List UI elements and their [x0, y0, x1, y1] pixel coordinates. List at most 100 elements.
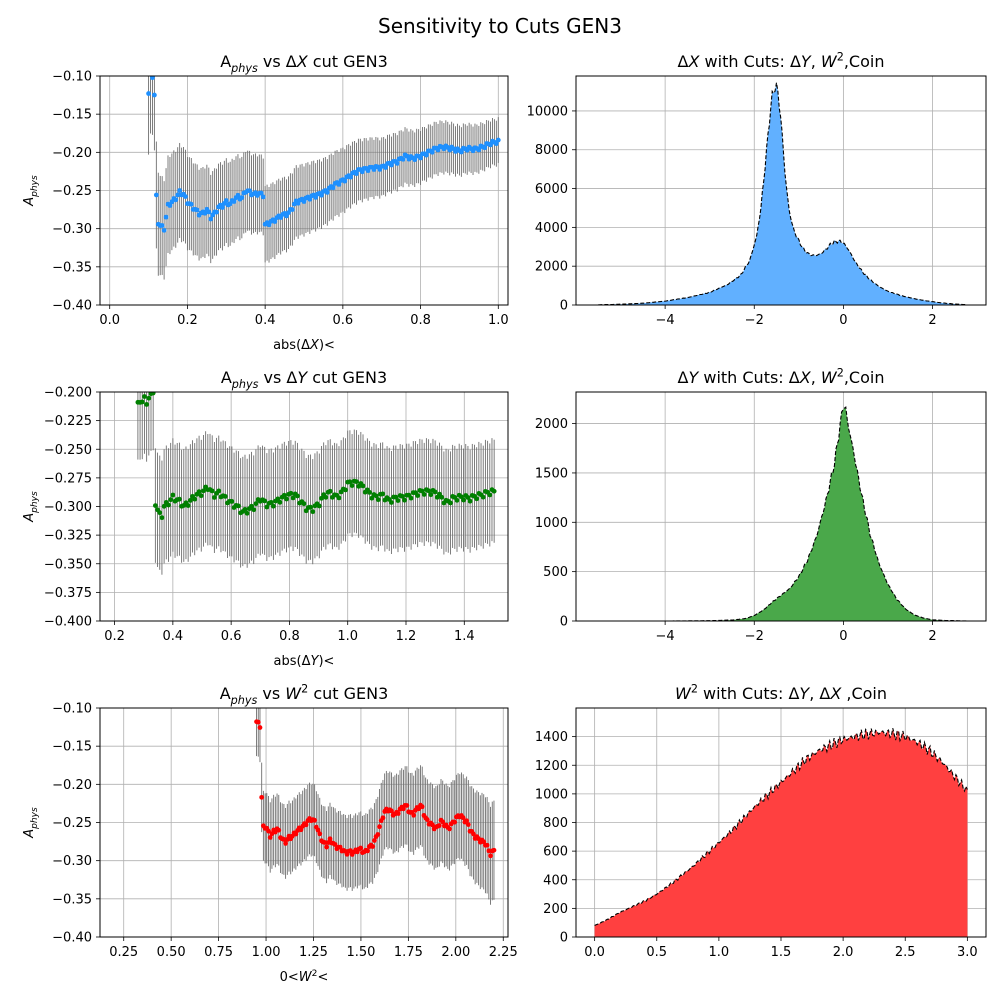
- x-tick-label: −2: [745, 313, 764, 328]
- data-point: [461, 497, 466, 503]
- y-tick-label: 600: [543, 845, 568, 860]
- plot-area: [254, 708, 497, 905]
- y-tick-label: 0: [560, 299, 568, 314]
- x-axis-label: abs(ΔY)<: [274, 654, 335, 669]
- data-point: [480, 494, 486, 500]
- x-tick-label: 0: [839, 629, 847, 644]
- data-point: [170, 492, 176, 498]
- data-point: [236, 503, 241, 509]
- data-point: [257, 725, 263, 730]
- chart-f: 0.0 0.5 1.0 1.5 2.0 2.5 3.0 0 200 400 600 800 1000 12…: [535, 683, 987, 960]
- data-point: [187, 497, 193, 503]
- y-tick-label: −0.15: [52, 740, 92, 755]
- y-tick-label: 800: [543, 816, 568, 831]
- x-tick-label: 1.5: [771, 945, 792, 960]
- data-point: [308, 504, 313, 510]
- data-point: [159, 223, 165, 228]
- data-point: [293, 831, 299, 837]
- data-point: [411, 812, 417, 818]
- data-point: [436, 823, 442, 828]
- data-point: [272, 219, 278, 224]
- data-point: [421, 492, 427, 497]
- y-tick-label: −0.300: [44, 500, 92, 515]
- data-point: [412, 157, 418, 163]
- data-point: [324, 844, 329, 850]
- y-tick-label: 500: [543, 565, 568, 580]
- chart-title: Aphys vs ΔX cut GEN3: [220, 52, 388, 75]
- data-point: [152, 503, 158, 509]
- chart-title: ΔY with Cuts: ΔX, W2,Coin: [678, 367, 885, 387]
- data-point: [426, 488, 431, 494]
- data-point: [258, 190, 264, 196]
- data-point: [168, 497, 174, 503]
- data-point: [465, 822, 471, 827]
- data-point: [408, 495, 414, 501]
- chart-d: −4 −2 0 2 0 500 1000 1500 2000 ΔY with Cuts: ΔX, …: [535, 367, 987, 644]
- data-point: [402, 497, 407, 503]
- data-point: [271, 503, 276, 509]
- x-tick-label: 0.4: [255, 313, 276, 328]
- data-point: [389, 808, 394, 814]
- data-point: [435, 147, 441, 153]
- data-point: [284, 496, 289, 502]
- data-point: [373, 493, 379, 499]
- data-point: [161, 227, 167, 233]
- data-point: [159, 515, 165, 521]
- x-tick-label: 0.75: [204, 945, 233, 960]
- data-point: [281, 492, 287, 498]
- data-point: [428, 492, 434, 498]
- y-axis-label-text: Aphys: [22, 807, 40, 839]
- y-axis-label-text: Aphys: [22, 175, 40, 207]
- data-point: [239, 195, 245, 201]
- data-point: [418, 155, 423, 161]
- data-point: [342, 178, 348, 184]
- data-point: [196, 489, 202, 495]
- data-point: [214, 209, 219, 215]
- data-point: [153, 192, 159, 198]
- y-tick-label: −0.400: [44, 615, 92, 630]
- chart-title: W2 with Cuts: ΔY, ΔX ,Coin: [675, 683, 887, 703]
- data-point: [424, 817, 430, 823]
- y-tick-label: 6000: [535, 182, 568, 197]
- x-tick-label: 0.5: [646, 945, 667, 960]
- data-point: [312, 817, 318, 823]
- x-tick-label: 2: [928, 629, 936, 644]
- axes-frame: [99, 391, 509, 622]
- data-point: [354, 171, 359, 177]
- data-point: [194, 207, 200, 213]
- data-point: [467, 498, 473, 504]
- data-point: [231, 199, 237, 204]
- data-point: [491, 847, 497, 853]
- data-point: [276, 827, 282, 833]
- data-point: [289, 207, 295, 212]
- x-tick-label: 1.25: [299, 945, 328, 960]
- y-axis-label: Aphys: [22, 491, 40, 523]
- x-tick-label: 1.2: [396, 629, 417, 644]
- data-point: [375, 832, 381, 837]
- data-point: [370, 844, 376, 849]
- x-tick-label: 0.0: [99, 313, 120, 328]
- x-tick-label: 0.6: [333, 313, 354, 328]
- y-tick-label: 200: [543, 902, 568, 917]
- data-point: [323, 494, 329, 500]
- y-tick-label: −0.275: [44, 471, 92, 486]
- plot-area: [146, 76, 501, 280]
- data-point: [242, 506, 248, 512]
- data-point: [488, 853, 493, 859]
- data-point: [375, 497, 381, 503]
- data-point: [419, 804, 425, 810]
- data-point: [337, 844, 343, 850]
- data-point: [347, 479, 353, 485]
- data-point: [399, 493, 405, 499]
- data-point: [268, 499, 274, 505]
- data-point: [167, 203, 173, 208]
- data-point: [395, 811, 401, 816]
- data-point: [146, 395, 152, 401]
- data-point: [380, 491, 386, 497]
- x-tick-label: 1.0: [337, 629, 358, 644]
- data-point: [175, 192, 181, 198]
- data-point: [343, 487, 348, 493]
- data-point: [266, 828, 271, 834]
- data-point: [188, 201, 194, 207]
